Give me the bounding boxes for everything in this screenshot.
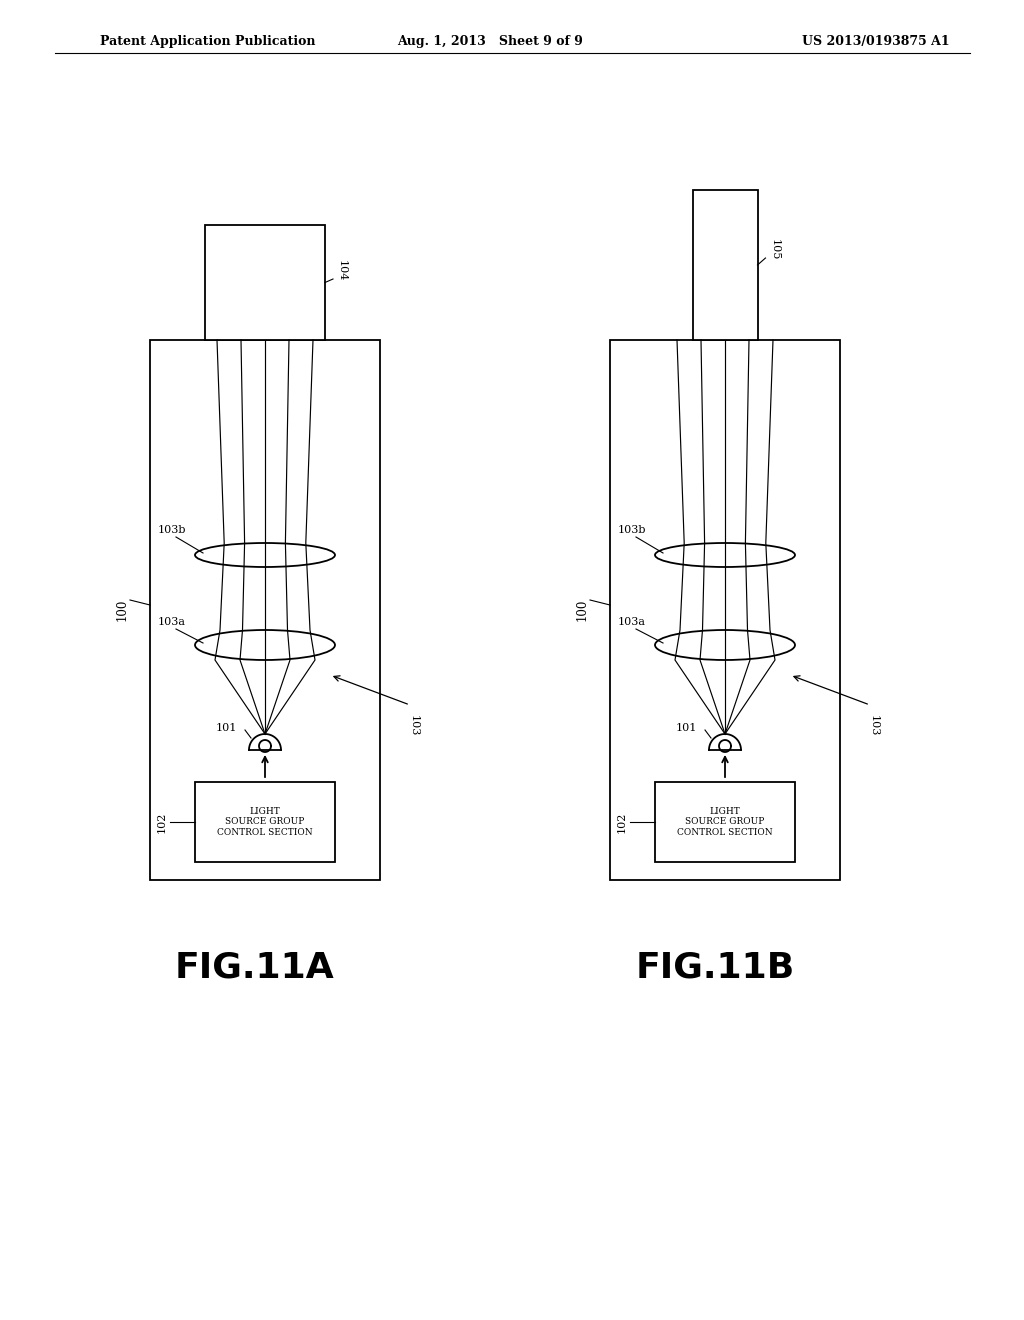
- Text: 101: 101: [216, 723, 237, 733]
- Bar: [692, 190, 758, 341]
- Text: FIG.11B: FIG.11B: [635, 950, 795, 983]
- Text: 103: 103: [409, 715, 419, 737]
- Text: 105: 105: [769, 239, 779, 260]
- Text: 101: 101: [676, 723, 697, 733]
- Bar: [610, 341, 840, 880]
- Text: 100: 100: [575, 599, 589, 622]
- Bar: [655, 781, 795, 862]
- Text: 100: 100: [116, 599, 128, 622]
- Text: Patent Application Publication: Patent Application Publication: [100, 36, 315, 48]
- Text: 103a: 103a: [158, 616, 186, 627]
- Bar: [195, 781, 335, 862]
- Text: LIGHT
SOURCE GROUP
CONTROL SECTION: LIGHT SOURCE GROUP CONTROL SECTION: [217, 807, 312, 837]
- Text: Aug. 1, 2013   Sheet 9 of 9: Aug. 1, 2013 Sheet 9 of 9: [397, 36, 583, 48]
- Text: 102: 102: [157, 812, 167, 833]
- Text: FIG.11A: FIG.11A: [175, 950, 335, 983]
- Text: 104: 104: [337, 260, 347, 281]
- Bar: [150, 341, 380, 880]
- Text: 103a: 103a: [618, 616, 646, 627]
- Text: 103b: 103b: [618, 525, 646, 535]
- Text: LIGHT
SOURCE GROUP
CONTROL SECTION: LIGHT SOURCE GROUP CONTROL SECTION: [677, 807, 773, 837]
- Bar: [205, 224, 325, 341]
- Text: US 2013/0193875 A1: US 2013/0193875 A1: [803, 36, 950, 48]
- Text: 102: 102: [617, 812, 627, 833]
- Text: 103: 103: [869, 715, 879, 737]
- Text: 103b: 103b: [158, 525, 186, 535]
